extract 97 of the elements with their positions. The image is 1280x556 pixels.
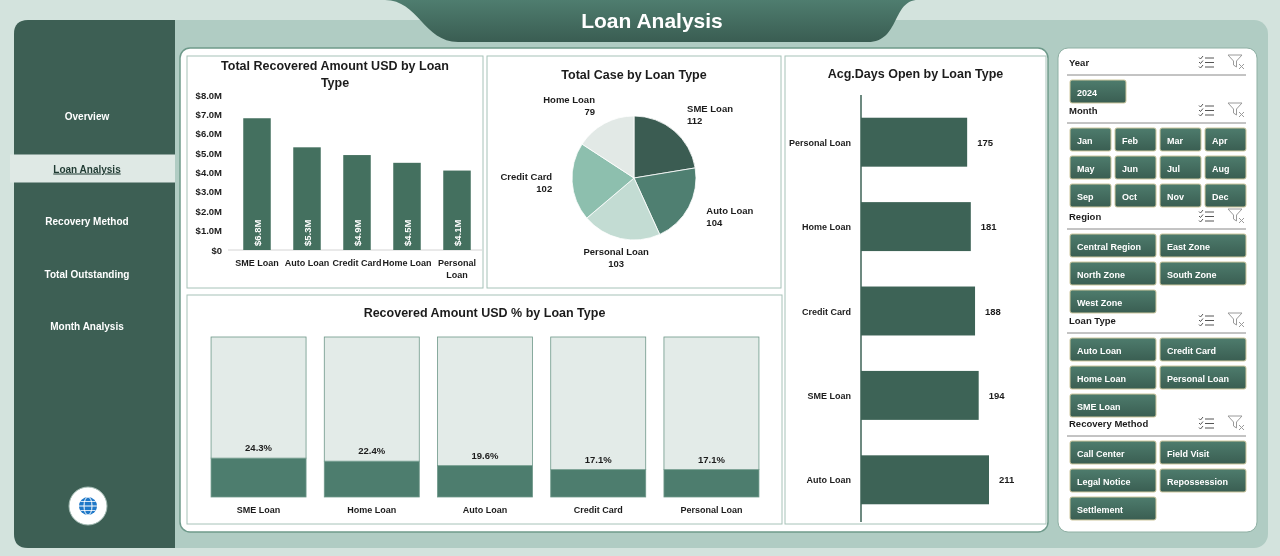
y-tick-label: $4.0M	[195, 167, 223, 178]
text: Region	[1069, 211, 1102, 222]
text: Central Region	[1077, 241, 1142, 252]
text: Month Analysis	[50, 321, 125, 332]
data-label: $6.8M	[251, 219, 263, 246]
text: East Zone	[1167, 241, 1211, 252]
bar	[293, 147, 321, 250]
text: Dec	[1212, 191, 1229, 202]
data-label: 24.3%	[245, 442, 273, 454]
data-label: 112	[687, 115, 703, 127]
text: Total Outstanding	[44, 268, 130, 280]
data-label: 194	[988, 389, 1006, 401]
y-tick-label: $3.0M	[195, 186, 223, 198]
text: Apr	[1212, 135, 1228, 146]
text: Recovery Method	[1069, 418, 1149, 429]
slice-label: SME Loan	[687, 103, 734, 115]
data-label: 211	[999, 474, 1016, 486]
data-label: 19.6%	[471, 449, 500, 461]
text: Auto Loan	[1077, 345, 1122, 356]
y-tick-label: $2.0M	[195, 205, 223, 217]
text: Personal Loan	[1167, 373, 1230, 384]
chart-title: Total Recovered Amount USD by Loan Type	[221, 59, 449, 90]
x-tick-label: Credit Card	[332, 258, 382, 268]
text: Feb	[1122, 135, 1139, 146]
slice-label: Credit Card	[500, 171, 553, 183]
text: Jun	[1122, 163, 1139, 174]
y-tick-label: SME Loan	[807, 390, 851, 401]
text: Year	[1069, 57, 1090, 68]
data-label: 188	[985, 305, 1001, 317]
text: Legal Notice	[1077, 476, 1131, 487]
text: May	[1077, 163, 1095, 174]
x-tick-label: SME Loan	[235, 258, 279, 268]
text: Month	[1069, 105, 1098, 116]
x-tick-label: Credit Card	[573, 505, 623, 515]
text: Recovery Method	[45, 216, 129, 227]
text: Aug	[1212, 163, 1230, 174]
text: Nov	[1167, 191, 1185, 202]
text: Sep	[1077, 191, 1095, 202]
x-tick-label: Home Loan	[382, 258, 432, 268]
bar	[443, 170, 471, 250]
y-tick-label: $0	[211, 244, 222, 256]
slice-label: Auto Loan	[706, 204, 754, 216]
y-tick-label: Home Loan	[801, 222, 851, 233]
text: Home Loan	[1077, 373, 1127, 384]
data-label: 17.1%	[584, 453, 613, 465]
x-tick-label: Auto Loan	[462, 505, 508, 515]
y-tick-label: $8.0M	[195, 89, 223, 101]
text: Jul	[1167, 163, 1181, 174]
y-tick-label: Auto Loan	[806, 475, 851, 486]
data-label: 175	[977, 136, 994, 148]
text: 2024	[1077, 87, 1098, 98]
text: Mar	[1167, 135, 1184, 146]
text: West Zone	[1077, 297, 1123, 308]
data-label: $4.1M	[451, 219, 463, 246]
text: Settlement	[1077, 504, 1124, 515]
chart-title: Total Case by Loan Type	[561, 68, 707, 82]
data-label: 181	[980, 221, 998, 233]
y-tick-label: Credit Card	[801, 306, 851, 317]
bar	[393, 162, 421, 250]
data-label: 79	[584, 105, 595, 117]
y-tick-label: $7.0M	[195, 108, 223, 120]
text: Loan Type	[1069, 315, 1116, 326]
text: North Zone	[1077, 269, 1125, 280]
data-label: 103	[608, 258, 625, 270]
text: Field Visit	[1167, 448, 1210, 459]
slice-label: Personal Loan	[583, 246, 650, 258]
x-tick-label: Home Loan	[347, 505, 397, 515]
chart-title: Acg.Days Open by Loan Type	[827, 67, 1004, 81]
slice-label: Home Loan	[543, 93, 596, 105]
text: Loan Analysis	[581, 9, 723, 32]
bar	[343, 155, 371, 250]
x-tick-label: SME Loan	[236, 505, 281, 515]
text: Credit Card	[1167, 345, 1217, 356]
x-tick-label: Personal Loan	[680, 505, 743, 515]
text: Oct	[1122, 191, 1138, 202]
data-label: $4.5M	[401, 219, 413, 246]
text: Overview	[64, 111, 110, 122]
chart-title: Recovered Amount USD % by Loan Type	[363, 306, 606, 320]
data-label: 17.1%	[697, 453, 726, 465]
data-label: $4.9M	[351, 219, 363, 246]
x-tick-label: Auto Loan	[284, 258, 330, 268]
text: SME Loan	[1077, 401, 1121, 412]
text: Call Center	[1077, 448, 1126, 459]
data-label: 102	[536, 183, 553, 195]
y-tick-label: $5.0M	[195, 147, 223, 159]
y-tick-label: $6.0M	[195, 128, 223, 140]
text: South Zone	[1167, 269, 1217, 280]
y-tick-label: Personal Loan	[788, 137, 851, 148]
y-tick-label: $1.0M	[195, 225, 223, 237]
bar	[243, 118, 271, 250]
data-label: 104	[706, 216, 723, 228]
text: Repossession	[1167, 476, 1229, 487]
text: Loan Analysis	[53, 163, 122, 175]
text: Jan	[1077, 135, 1093, 146]
data-label: $5.3M	[301, 219, 313, 246]
x-tick-label: Personal Loan	[437, 258, 477, 280]
data-label: 22.4%	[358, 445, 386, 457]
